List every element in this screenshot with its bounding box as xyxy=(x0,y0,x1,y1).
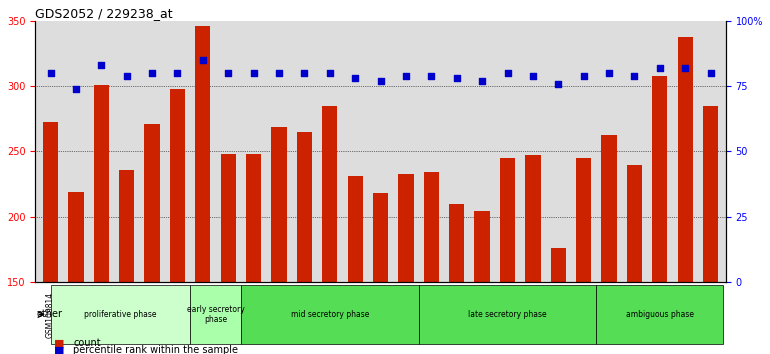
FancyBboxPatch shape xyxy=(51,285,190,344)
Text: ■: ■ xyxy=(54,346,65,354)
Point xyxy=(45,70,57,76)
Bar xyxy=(170,89,185,282)
Text: mid secretory phase: mid secretory phase xyxy=(290,310,369,319)
Bar xyxy=(145,124,159,282)
Point xyxy=(349,76,361,81)
Text: proliferative phase: proliferative phase xyxy=(84,310,156,319)
Point xyxy=(450,76,463,81)
Text: percentile rank within the sample: percentile rank within the sample xyxy=(73,346,238,354)
Point xyxy=(273,70,285,76)
Text: ■: ■ xyxy=(54,338,65,348)
Point xyxy=(425,73,437,79)
Text: count: count xyxy=(73,338,101,348)
Bar xyxy=(525,155,541,282)
Bar xyxy=(500,158,515,282)
Bar xyxy=(246,154,261,282)
FancyBboxPatch shape xyxy=(190,285,241,344)
Point xyxy=(95,63,108,68)
Bar xyxy=(43,121,59,282)
Bar xyxy=(627,165,642,282)
Point xyxy=(603,70,615,76)
Bar xyxy=(678,37,693,282)
Bar xyxy=(322,106,337,282)
Point xyxy=(679,65,691,71)
Text: late secretory phase: late secretory phase xyxy=(468,310,547,319)
Bar xyxy=(398,174,413,282)
Text: early secretory
phase: early secretory phase xyxy=(186,305,244,324)
Point xyxy=(374,78,387,84)
Text: ambiguous phase: ambiguous phase xyxy=(626,310,694,319)
Point xyxy=(578,73,590,79)
Bar xyxy=(296,132,312,282)
Point xyxy=(298,70,310,76)
Point xyxy=(400,73,412,79)
FancyBboxPatch shape xyxy=(596,285,723,344)
Text: GDS2052 / 229238_at: GDS2052 / 229238_at xyxy=(35,7,173,20)
Bar xyxy=(119,170,134,282)
Bar xyxy=(576,158,591,282)
Point xyxy=(476,78,488,84)
Bar xyxy=(652,76,668,282)
Point xyxy=(222,70,234,76)
Bar xyxy=(196,26,210,282)
Bar xyxy=(69,192,83,282)
Point xyxy=(552,81,564,86)
Bar xyxy=(703,106,718,282)
Point xyxy=(146,70,158,76)
Point xyxy=(247,70,259,76)
Bar xyxy=(551,248,566,282)
Point xyxy=(527,73,539,79)
FancyBboxPatch shape xyxy=(241,285,419,344)
Point xyxy=(323,70,336,76)
Bar xyxy=(347,176,363,282)
Text: other: other xyxy=(36,309,62,319)
Point xyxy=(196,57,209,63)
Point xyxy=(501,70,514,76)
Bar xyxy=(221,154,236,282)
Bar xyxy=(373,193,388,282)
Bar xyxy=(601,135,617,282)
Point xyxy=(654,65,666,71)
Point xyxy=(121,73,133,79)
Point xyxy=(70,86,82,92)
Point xyxy=(705,70,717,76)
Bar xyxy=(449,204,464,282)
Bar xyxy=(424,172,439,282)
Bar xyxy=(271,127,286,282)
FancyBboxPatch shape xyxy=(419,285,596,344)
Point xyxy=(171,70,183,76)
Bar xyxy=(474,211,490,282)
Bar xyxy=(94,85,109,282)
Point xyxy=(628,73,641,79)
